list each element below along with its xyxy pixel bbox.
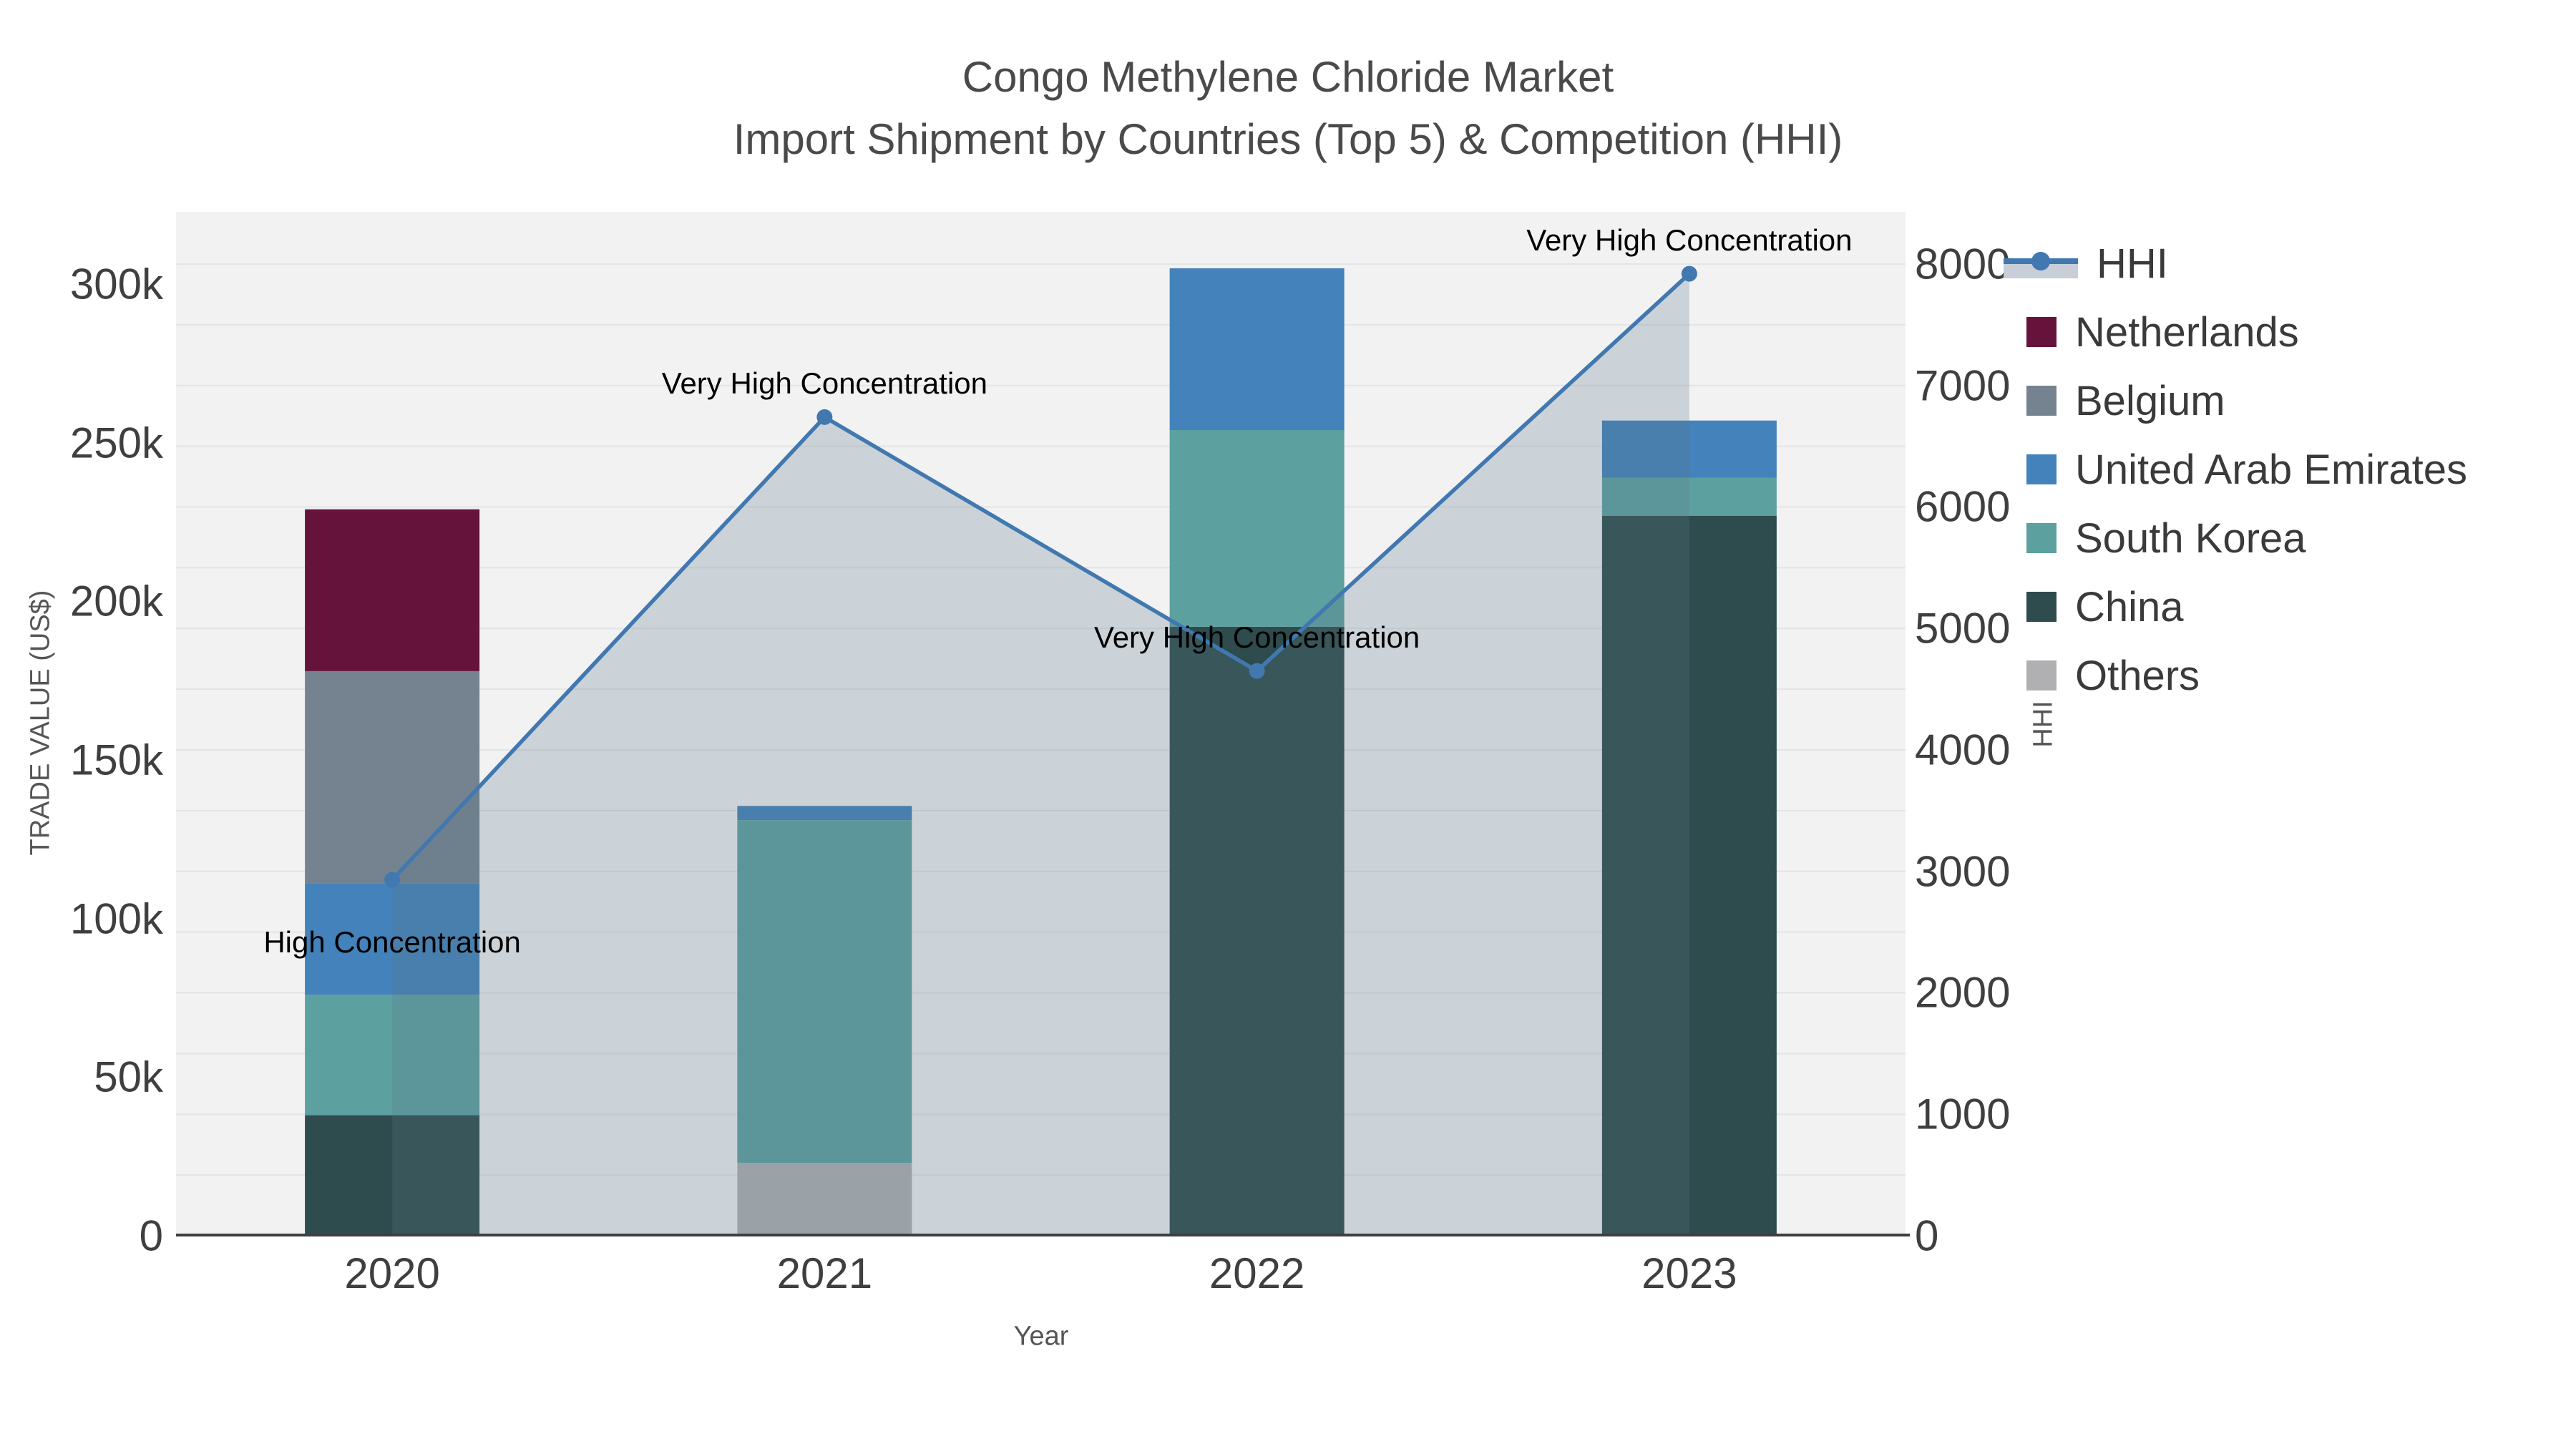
- legend-label: Belgium: [2075, 377, 2225, 424]
- bar-segment-south-korea-2021: [737, 820, 912, 1163]
- y-right-tick-5000: 5000: [1915, 604, 2011, 653]
- y-left-tick-50k: 50k: [94, 1053, 163, 1101]
- bar-segment-united-arab-emirates-2022: [1169, 268, 1345, 430]
- legend-item-netherlands[interactable]: Netherlands: [2004, 298, 2467, 366]
- bar-segment-south-korea-2022: [1169, 429, 1345, 627]
- bar-segment-netherlands-2020: [305, 509, 480, 671]
- y-left-tick-0: 0: [139, 1211, 163, 1260]
- y-left-tick-200k: 200k: [69, 577, 163, 625]
- bar-segment-united-arab-emirates-2021: [737, 806, 912, 821]
- hhi-marker-2023: [1681, 265, 1697, 282]
- y-right-tick-3000: 3000: [1915, 847, 2011, 896]
- y-left-tick-100k: 100k: [69, 894, 163, 943]
- bar-segment-united-arab-emirates-2020: [305, 883, 480, 995]
- legend-color-swatch-icon: [2026, 317, 2057, 347]
- annotation-2021: Very High Concentration: [661, 366, 988, 400]
- annotation-2023: Very High Concentration: [1526, 223, 1853, 257]
- legend-color-swatch-icon: [2026, 592, 2057, 622]
- bar-segment-south-korea-2023: [1601, 477, 1777, 516]
- chart-title-line1: Congo Methylene Chloride Market: [962, 53, 1614, 101]
- annotation-2020: High Concentration: [263, 924, 521, 959]
- y-right-tick-8000: 8000: [1915, 240, 2011, 288]
- hhi-area-fill: [392, 273, 1689, 1236]
- hhi-line-swatch-icon: [2004, 247, 2078, 280]
- y-right-tick-0: 0: [1915, 1211, 1939, 1260]
- legend-label: Netherlands: [2075, 308, 2299, 356]
- y-right-tick-7000: 7000: [1915, 361, 2011, 410]
- hhi-marker-2021: [816, 409, 833, 425]
- bar-segment-others-2021: [737, 1163, 912, 1236]
- x-axis-line: [176, 1234, 1910, 1236]
- legend-color-swatch-icon: [2026, 660, 2057, 691]
- legend-color-swatch-icon: [2026, 454, 2057, 484]
- legend-color-swatch-icon: [2026, 386, 2057, 416]
- y-left-tick-150k: 150k: [69, 736, 163, 784]
- hhi-marker-2020: [384, 872, 401, 888]
- x-tick-2021: 2021: [776, 1249, 873, 1297]
- bar-segment-china-2020: [305, 1115, 480, 1236]
- legend-item-china[interactable]: China: [2004, 572, 2467, 641]
- y-right-tick-6000: 6000: [1915, 482, 2011, 531]
- bar-segment-united-arab-emirates-2023: [1601, 420, 1777, 478]
- bar-segment-china-2023: [1601, 515, 1777, 1236]
- x-axis-title: Year: [1013, 1321, 1069, 1352]
- y-right-tick-4000: 4000: [1915, 726, 2011, 774]
- y-right-tick-1000: 1000: [1915, 1090, 2011, 1138]
- bar-segment-belgium-2020: [305, 670, 480, 884]
- bar-segment-china-2022: [1169, 626, 1345, 1236]
- legend-item-south-korea[interactable]: South Korea: [2004, 504, 2467, 572]
- legend: HHI Netherlands Belgium United Arab Emirate…: [2004, 229, 2467, 710]
- legend-item-others[interactable]: Others: [2004, 641, 2467, 710]
- hhi-line: [391, 272, 1691, 882]
- chart-title-line2: Import Shipment by Countries (Top 5) & C…: [733, 115, 1843, 163]
- annotation-2022: Very High Concentration: [1093, 620, 1420, 654]
- chart-title: Congo Methylene Chloride Market Import S…: [0, 46, 2576, 170]
- legend-label: Others: [2075, 652, 2200, 699]
- y-left-tick-300k: 300k: [69, 260, 163, 308]
- hhi-marker-dot-icon: [2031, 252, 2050, 270]
- x-tick-2020: 2020: [344, 1249, 440, 1297]
- legend-label: United Arab Emirates: [2075, 446, 2468, 493]
- legend-color-swatch-icon: [2026, 523, 2057, 553]
- legend-item-hhi[interactable]: HHI: [2004, 229, 2467, 298]
- legend-item-belgium[interactable]: Belgium: [2004, 366, 2467, 435]
- bar-segment-south-korea-2020: [305, 995, 480, 1116]
- legend-label: HHI: [2097, 240, 2168, 287]
- x-tick-2022: 2022: [1209, 1249, 1305, 1297]
- legend-label: China: [2075, 583, 2184, 630]
- legend-item-united-arab-emirates[interactable]: United Arab Emirates: [2004, 435, 2467, 504]
- hhi-marker-2022: [1249, 663, 1265, 679]
- y-right-tick-2000: 2000: [1915, 968, 2011, 1017]
- y-left-axis-title: TRADE VALUE (US$): [25, 590, 56, 856]
- x-tick-2023: 2023: [1641, 1249, 1737, 1297]
- legend-label: South Korea: [2075, 514, 2306, 562]
- y-left-tick-250k: 250k: [69, 419, 163, 467]
